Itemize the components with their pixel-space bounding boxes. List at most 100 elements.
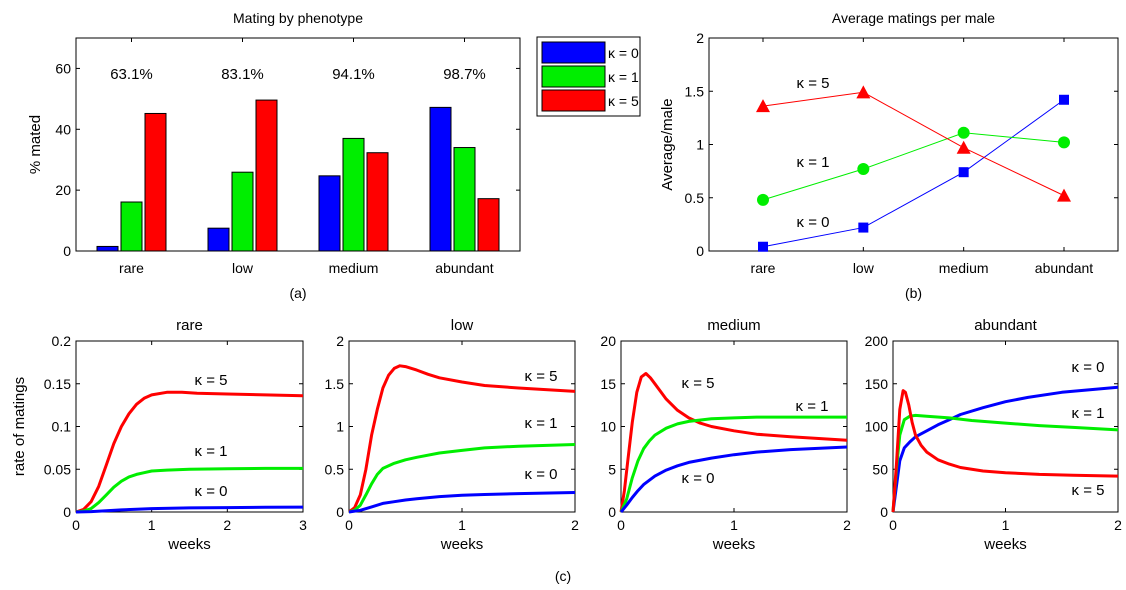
series-line bbox=[619, 372, 848, 513]
x-tick-label: 3 bbox=[299, 517, 307, 533]
panel-label: (c) bbox=[555, 568, 571, 584]
bar bbox=[144, 112, 167, 252]
x-tick-label: 0 bbox=[889, 517, 897, 533]
x-tick-label: abundant bbox=[1035, 260, 1094, 276]
series-label: κ = 0 bbox=[797, 214, 830, 231]
legend-swatch bbox=[541, 89, 606, 112]
x-tick-label: 1 bbox=[730, 517, 738, 533]
chart-title: medium bbox=[707, 317, 760, 334]
series-line bbox=[762, 132, 1065, 201]
y-tick-label: 1 bbox=[336, 419, 344, 435]
percent-annotation: 63.1% bbox=[110, 66, 153, 83]
series-label: κ = 0 bbox=[525, 466, 558, 483]
series-label: κ = 5 bbox=[797, 75, 830, 92]
legend: κ = 0 κ = 1 κ = 5 bbox=[536, 36, 641, 117]
marker-circle bbox=[1058, 136, 1070, 149]
series-label: κ = 1 bbox=[195, 443, 228, 460]
y-tick-label: 0 bbox=[880, 504, 888, 520]
y-tick-label: 200 bbox=[865, 333, 889, 349]
series-label: κ = 0 bbox=[195, 483, 228, 500]
bar bbox=[366, 152, 389, 252]
series-label: κ = 5 bbox=[525, 368, 558, 385]
series-line bbox=[762, 99, 1065, 248]
y-tick-label: 0.5 bbox=[325, 461, 345, 477]
series-label: κ = 1 bbox=[796, 398, 829, 415]
series-label: κ = 5 bbox=[682, 375, 715, 392]
marker-circle bbox=[757, 193, 769, 206]
series-line bbox=[75, 390, 304, 514]
series-label: κ = 0 bbox=[682, 470, 715, 487]
bar bbox=[96, 245, 119, 252]
x-tick-label: low bbox=[853, 260, 875, 276]
axes-frame bbox=[708, 37, 1119, 252]
x-tick-label: medium bbox=[329, 260, 379, 276]
chart-mating-by-phenotype: 0 20 40 60 rare 63.1% low 83.1% medium 94.1% abund… bbox=[27, 10, 641, 301]
series-label: κ = 1 bbox=[525, 415, 558, 432]
x-axis-label: weeks bbox=[440, 536, 484, 553]
bar bbox=[231, 171, 254, 252]
marker-square bbox=[758, 241, 768, 252]
axes-frame bbox=[75, 340, 304, 513]
y-tick-label: 0.5 bbox=[685, 190, 705, 206]
y-tick-label: 0.1 bbox=[52, 419, 72, 435]
y-tick-label: 0 bbox=[63, 243, 71, 259]
x-tick-label: 1 bbox=[148, 517, 156, 533]
bar bbox=[255, 99, 278, 252]
marker-square bbox=[958, 167, 969, 178]
legend-entry: κ = 5 bbox=[608, 93, 639, 109]
x-tick-label: rare bbox=[751, 260, 776, 276]
legend-entry: κ = 0 bbox=[608, 45, 639, 61]
y-tick-label: 0 bbox=[336, 504, 344, 520]
series-line bbox=[348, 364, 576, 514]
y-tick-label: 0 bbox=[696, 243, 704, 259]
series-line bbox=[891, 413, 1119, 513]
axes-frame bbox=[75, 37, 521, 252]
y-tick-label: 0 bbox=[63, 504, 71, 520]
chart-low: 0 0.5 1 1.5 2 0 1 2 κ = 5 κ = 1 κ = 0 low weeks bbox=[325, 317, 580, 553]
x-tick-label: 0 bbox=[345, 517, 353, 533]
y-tick-label: 0.05 bbox=[44, 461, 71, 477]
series-line bbox=[348, 491, 576, 514]
chart-title: rare bbox=[176, 317, 203, 334]
marker-triangle bbox=[1057, 188, 1071, 202]
y-tick-label: 150 bbox=[865, 376, 889, 392]
legend-swatch bbox=[541, 65, 606, 88]
y-axis-label: % mated bbox=[27, 115, 44, 174]
x-tick-label: 2 bbox=[843, 517, 851, 533]
x-tick-label: 2 bbox=[1114, 517, 1122, 533]
y-tick-label: 60 bbox=[55, 60, 71, 76]
y-tick-label: 20 bbox=[55, 182, 71, 198]
x-tick-label: 1 bbox=[458, 517, 466, 533]
bar bbox=[342, 137, 365, 252]
x-tick-label: abundant bbox=[435, 260, 494, 276]
marker-triangle bbox=[756, 99, 770, 113]
bar bbox=[207, 227, 230, 252]
y-tick-label: 0.2 bbox=[52, 333, 72, 349]
series-label: κ = 1 bbox=[1072, 405, 1105, 422]
marker-circle bbox=[857, 162, 870, 175]
panel-label: (b) bbox=[905, 285, 922, 301]
y-tick-label: 40 bbox=[55, 121, 71, 137]
bar bbox=[429, 106, 452, 252]
marker-square bbox=[1059, 94, 1069, 105]
x-tick-label: rare bbox=[119, 260, 144, 276]
chart-medium: 0 5 10 15 20 0 1 2 κ = 5 κ = 1 κ = 0 medium weeks bbox=[600, 317, 851, 553]
series-label: κ = 1 bbox=[797, 154, 830, 171]
y-tick-label: 5 bbox=[608, 461, 616, 477]
marker-triangle bbox=[956, 140, 971, 154]
x-tick-label: 0 bbox=[617, 517, 625, 533]
percent-annotation: 98.7% bbox=[443, 66, 486, 83]
bar bbox=[318, 175, 341, 252]
y-tick-label: 10 bbox=[600, 419, 616, 435]
x-axis-label: weeks bbox=[167, 536, 211, 553]
series-label: κ = 5 bbox=[1072, 482, 1105, 499]
y-tick-label: 0.15 bbox=[44, 376, 71, 392]
percent-annotation: 83.1% bbox=[221, 66, 264, 83]
x-tick-label: 0 bbox=[72, 517, 80, 533]
y-tick-label: 1.5 bbox=[325, 376, 345, 392]
marker-square bbox=[858, 222, 869, 233]
y-axis-label: Average/male bbox=[659, 98, 676, 190]
y-tick-label: 1.5 bbox=[685, 83, 705, 99]
series-line bbox=[619, 445, 848, 513]
